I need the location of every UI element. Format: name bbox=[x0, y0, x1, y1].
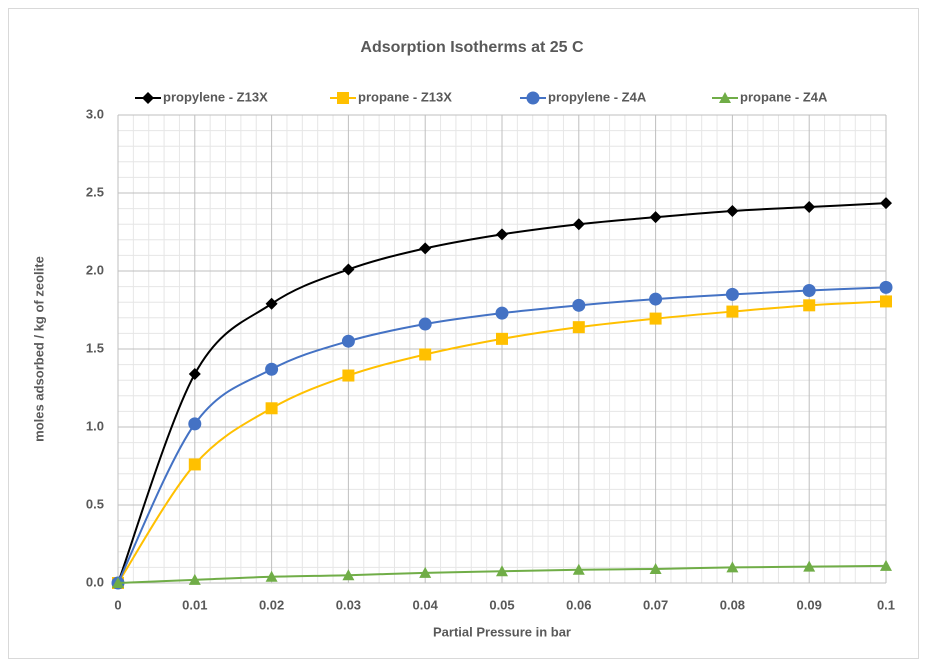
marker bbox=[880, 295, 892, 308]
marker bbox=[342, 369, 355, 382]
marker bbox=[188, 367, 201, 380]
x-tick-label: 0.01 bbox=[182, 597, 207, 612]
marker bbox=[265, 362, 279, 376]
marker bbox=[649, 292, 663, 306]
marker bbox=[496, 228, 508, 241]
marker bbox=[649, 211, 662, 224]
marker bbox=[265, 297, 278, 310]
chart-title: Adsorption Isotherms at 25 C bbox=[360, 39, 584, 56]
marker bbox=[802, 284, 816, 297]
marker bbox=[649, 562, 662, 574]
legend-label: propane - Z13X bbox=[358, 89, 452, 104]
marker bbox=[572, 298, 586, 312]
marker bbox=[526, 91, 540, 105]
series-line bbox=[117, 202, 887, 584]
x-tick-label: 0.09 bbox=[797, 597, 822, 612]
x-tick-label: 0.05 bbox=[489, 597, 514, 612]
x-tick-label: 0 bbox=[114, 597, 121, 612]
marker bbox=[419, 566, 432, 578]
marker bbox=[496, 332, 508, 345]
legend-label: propane - Z4A bbox=[740, 89, 828, 104]
legend-label: propylene - Z4A bbox=[548, 89, 647, 104]
marker bbox=[496, 565, 508, 577]
x-tick-label: 0.06 bbox=[566, 597, 591, 612]
series-line bbox=[117, 286, 887, 584]
marker bbox=[419, 348, 432, 361]
x-tick-label: 0.08 bbox=[720, 597, 745, 612]
marker bbox=[725, 287, 739, 301]
marker bbox=[803, 201, 816, 214]
x-tick-label: 0.04 bbox=[413, 597, 439, 612]
marker bbox=[880, 197, 892, 210]
y-tick-label: 0.0 bbox=[86, 574, 104, 589]
series-line bbox=[117, 300, 887, 584]
marker bbox=[341, 334, 355, 348]
marker bbox=[188, 573, 201, 585]
marker bbox=[188, 458, 201, 471]
marker bbox=[649, 312, 662, 325]
x-axis-title: Partial Pressure in bar bbox=[433, 624, 571, 639]
marker bbox=[880, 559, 892, 571]
marker bbox=[726, 305, 739, 318]
legend-label: propylene - Z13X bbox=[163, 89, 268, 104]
marker bbox=[495, 306, 509, 320]
marker bbox=[188, 417, 202, 431]
y-tick-label: 2.0 bbox=[86, 262, 104, 277]
y-axis-title: moles adsorbed / kg of zeolite bbox=[31, 256, 46, 442]
marker bbox=[337, 92, 349, 104]
marker bbox=[112, 577, 124, 588]
y-tick-label: 2.5 bbox=[86, 184, 104, 199]
x-tick-label: 0.07 bbox=[643, 597, 668, 612]
y-tick-label: 0.5 bbox=[86, 496, 104, 511]
marker bbox=[572, 218, 585, 231]
marker bbox=[419, 242, 432, 255]
marker bbox=[726, 561, 739, 573]
marker bbox=[879, 280, 893, 294]
x-tick-label: 0.02 bbox=[259, 597, 284, 612]
marker bbox=[342, 263, 355, 276]
marker bbox=[572, 321, 585, 334]
marker bbox=[142, 92, 154, 104]
y-tick-label: 3.0 bbox=[86, 106, 104, 121]
y-tick-label: 1.0 bbox=[86, 418, 104, 433]
marker bbox=[572, 563, 585, 575]
x-tick-label: 0.03 bbox=[336, 597, 361, 612]
marker bbox=[726, 204, 739, 217]
y-tick-label: 1.5 bbox=[86, 340, 104, 355]
marker bbox=[803, 560, 816, 572]
marker bbox=[803, 299, 816, 312]
marker bbox=[265, 402, 278, 415]
marker bbox=[342, 569, 355, 581]
marker bbox=[418, 317, 432, 331]
marker bbox=[265, 570, 278, 582]
x-tick-label: 0.1 bbox=[877, 597, 895, 612]
marker bbox=[719, 92, 731, 103]
